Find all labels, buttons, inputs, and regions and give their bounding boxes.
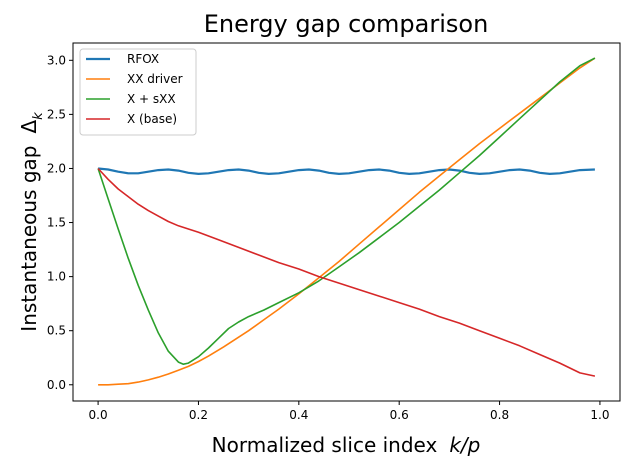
series-layer [97,57,596,386]
y-tick-label: 0.5 [47,324,66,338]
x-axis-title: Normalized slice index k/p [212,433,481,457]
x-tick-label: 0.2 [189,408,208,422]
x-tick-label: 0.8 [490,408,509,422]
series-line-xx-driver [98,57,596,386]
series-line-x-base [97,167,596,377]
tick-layer: 0.0 0.2 0.4 0.6 0.8 1.0 0.0 0.5 1.0 1.5 2.0 2.5 3.0 [47,53,610,422]
legend-label-x-base: X (base) [127,112,177,126]
y-tick-label: 2.0 [47,161,66,175]
x-tick-label: 1.0 [590,408,609,422]
y-axis-title: Instantaneous gap Δk [17,112,46,332]
y-tick-label: 0.0 [47,378,66,392]
series-line-x-sxx [97,57,596,365]
x-axis-title-text: Normalized slice index [212,433,438,457]
y-axis-title-math: Δ [17,120,41,134]
y-tick-label: 1.0 [47,270,66,284]
y-axis-title-math-sub: k [31,112,46,120]
x-axis-title-math: k/p [449,433,480,457]
legend-frame [79,48,197,136]
y-axis-title-text: Instantaneous gap [17,146,41,332]
x-tick-label: 0.4 [289,408,308,422]
chart-title: Energy gap comparison [204,10,489,38]
legend-label-xx-driver: XX driver [127,72,183,86]
y-tick-label: 3.0 [47,53,66,67]
series-line-rfox [97,167,595,175]
y-tick-label: 2.5 [47,107,66,121]
legend-label-x-sxx: X + sXX [127,92,176,106]
x-tick-label: 0.0 [89,408,108,422]
legend-label-rfox: RFOX [127,52,159,66]
legend: RFOX XX driver X + sXX X (base) [79,48,197,136]
x-tick-label: 0.6 [390,408,409,422]
y-tick-label: 1.5 [47,216,66,230]
